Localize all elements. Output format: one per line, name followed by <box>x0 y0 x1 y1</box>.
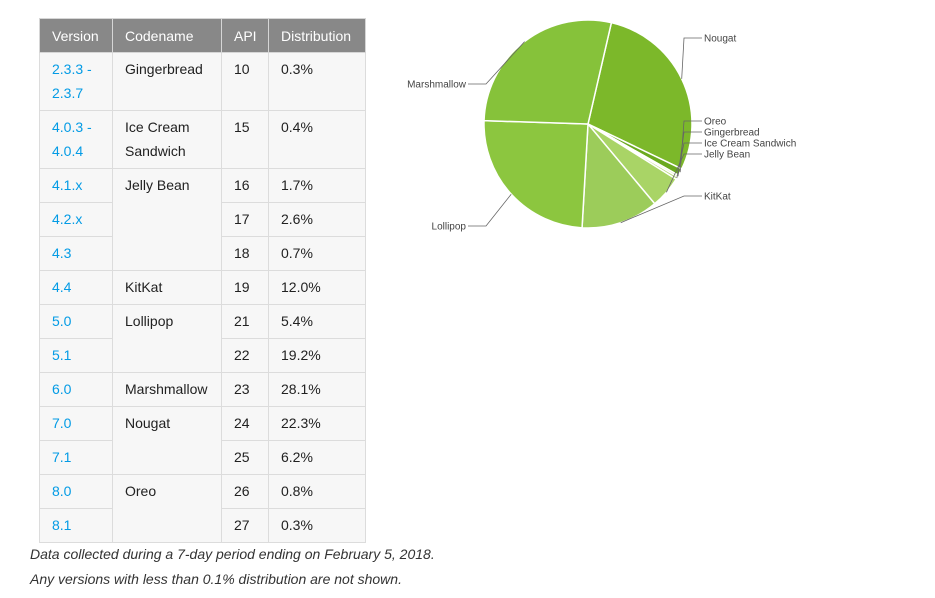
version-link[interactable]: 7.0 <box>39 406 113 441</box>
footnote-date: Data collected during a 7-day period end… <box>30 546 435 562</box>
table-row: 7.1 25 6.2% <box>39 440 366 475</box>
distribution-cell: 6.2% <box>268 440 366 475</box>
api-cell: 17 <box>221 202 269 237</box>
version-link[interactable]: 4.1.x <box>39 168 113 203</box>
codename-cell: Nougat <box>112 406 222 475</box>
pie-leader-line <box>468 41 525 85</box>
codename-cell: KitKat <box>112 270 222 305</box>
codename-cell: Oreo <box>112 474 222 543</box>
api-cell: 27 <box>221 508 269 543</box>
api-cell: 25 <box>221 440 269 475</box>
pie-slice-kitkat <box>581 122 656 229</box>
codename-text: Ice Cream <box>125 119 190 135</box>
codename-cell: Marshmallow <box>112 372 222 407</box>
version-text[interactable]: 4.0.3 - <box>52 119 92 135</box>
pie-slice-nougat <box>587 21 693 170</box>
table-header-row: Version Codename API Distribution <box>39 18 366 53</box>
table-row: 2.3.3 - 2.3.7 Gingerbread 10 0.3% <box>39 52 366 111</box>
version-link[interactable]: 4.0.3 - 4.0.4 <box>39 110 113 169</box>
pie-leader-line <box>620 195 702 224</box>
pie-leader-line <box>676 142 702 179</box>
distribution-cell: 0.7% <box>268 236 366 271</box>
header-api: API <box>221 18 269 53</box>
version-link[interactable]: 8.1 <box>39 508 113 543</box>
api-cell: 26 <box>221 474 269 509</box>
version-text[interactable]: 4.0.4 <box>52 143 84 159</box>
footnote-threshold: Any versions with less than 0.1% distrib… <box>30 571 402 587</box>
version-link[interactable]: 5.0 <box>39 304 113 339</box>
pie-leader-line <box>681 37 702 79</box>
distribution-cell: 1.7% <box>268 168 366 203</box>
api-cell: 22 <box>221 338 269 373</box>
api-cell: 24 <box>221 406 269 441</box>
api-cell: 18 <box>221 236 269 271</box>
header-distribution: Distribution <box>268 18 366 53</box>
version-link[interactable]: 7.1 <box>39 440 113 475</box>
version-link[interactable]: 4.4 <box>39 270 113 305</box>
pie-leader-line <box>468 193 512 227</box>
table-row: 4.3 18 0.7% <box>39 236 366 271</box>
table-row: 7.0 Nougat 24 22.3% <box>39 406 366 475</box>
distribution-cell: 0.4% <box>268 110 366 169</box>
table-row: 5.1 22 19.2% <box>39 338 366 373</box>
api-cell: 23 <box>221 372 269 407</box>
pie-slice-lollipop <box>483 119 589 229</box>
pie-label-nougat: Nougat <box>704 34 736 45</box>
version-text[interactable]: 2.3.7 <box>52 85 84 101</box>
distribution-cell: 5.4% <box>268 304 366 339</box>
pie-leader-line <box>666 153 702 193</box>
distribution-cell: 22.3% <box>268 406 366 441</box>
api-cell: 10 <box>221 52 269 111</box>
pie-label-jelly-bean: Jelly Bean <box>704 150 750 161</box>
pie-label-ice-cream-sandwich: Ice Cream Sandwich <box>704 139 796 150</box>
version-link[interactable]: 2.3.3 - 2.3.7 <box>39 52 113 111</box>
api-cell: 19 <box>221 270 269 305</box>
distribution-cell: 2.6% <box>268 202 366 237</box>
pie-slice-marshmallow <box>483 19 613 125</box>
distribution-cell: 12.0% <box>268 270 366 305</box>
distribution-cell: 0.8% <box>268 474 366 509</box>
codename-cell: Jelly Bean <box>112 168 222 271</box>
header-codename: Codename <box>112 18 222 53</box>
pie-label-oreo: Oreo <box>704 117 727 128</box>
codename-text: Sandwich <box>125 143 186 159</box>
table-row: 8.0 Oreo 26 0.8% <box>39 474 366 543</box>
table-row: 5.0 Lollipop 21 5.4% <box>39 304 366 373</box>
table-row: 4.4 KitKat 19 12.0% <box>39 270 366 305</box>
distribution-cell: 28.1% <box>268 372 366 407</box>
version-link[interactable]: 4.3 <box>39 236 113 271</box>
distribution-cell: 0.3% <box>268 52 366 111</box>
pie-label-gingerbread: Gingerbread <box>704 128 760 139</box>
distribution-cell: 19.2% <box>268 338 366 373</box>
pie-slices <box>483 19 693 229</box>
version-link[interactable]: 8.0 <box>39 474 113 509</box>
version-link[interactable]: 4.2.x <box>39 202 113 237</box>
table-row: 4.1.x Jelly Bean 16 1.7% <box>39 168 366 271</box>
distribution-table: Version Codename API Distribution 2.3.3 … <box>39 18 366 543</box>
table-row: 4.2.x 17 2.6% <box>39 202 366 237</box>
codename-cell: Ice Cream Sandwich <box>112 110 222 169</box>
table-row: 4.0.3 - 4.0.4 Ice Cream Sandwich 15 0.4% <box>39 110 366 169</box>
api-cell: 16 <box>221 168 269 203</box>
header-version: Version <box>39 18 113 53</box>
codename-cell: Lollipop <box>112 304 222 373</box>
distribution-cell: 0.3% <box>268 508 366 543</box>
table-row: 8.1 27 0.3% <box>39 508 366 543</box>
codename-cell: Gingerbread <box>112 52 222 111</box>
pie-label-lollipop: Lollipop <box>432 222 467 233</box>
version-link[interactable]: 5.1 <box>39 338 113 373</box>
api-cell: 21 <box>221 304 269 339</box>
pie-label-kitkat: KitKat <box>704 192 731 203</box>
version-text[interactable]: 2.3.3 - <box>52 61 92 77</box>
version-link[interactable]: 6.0 <box>39 372 113 407</box>
pie-label-marshmallow: Marshmallow <box>407 80 467 91</box>
table-row: 6.0 Marshmallow 23 28.1% <box>39 372 366 407</box>
api-cell: 15 <box>221 110 269 169</box>
